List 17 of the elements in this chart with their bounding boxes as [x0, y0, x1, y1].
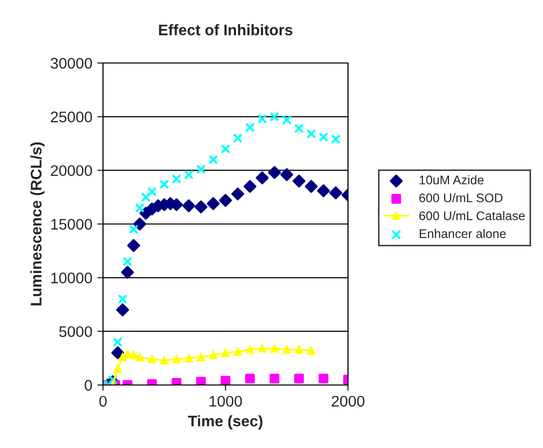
legend-label: 10uM Azide: [420, 175, 484, 184]
legend-label: Enhancer alone: [420, 228, 506, 238]
x-tick-label: 0: [99, 396, 107, 407]
legend-label: 600 U/mL SOD: [419, 193, 502, 202]
y-tick-label: 5000: [59, 326, 92, 338]
y-axis-title: Luminescence (RCL/s): [30, 142, 45, 306]
y-tick-label: 20000: [50, 165, 92, 176]
y-tick-label: 15000: [51, 218, 92, 230]
y-tick-label: 0: [84, 380, 92, 391]
x-axis-title: Time (sec): [188, 415, 262, 430]
y-tick-label: 30000: [50, 58, 92, 69]
y-tick-label: 25000: [50, 112, 92, 122]
legend-label: 600 U/mL Catalase: [419, 211, 525, 220]
x-tick-label: 1000: [210, 396, 242, 407]
y-tick-label: 10000: [51, 272, 92, 284]
chart-title: Effect of Inhibitors: [159, 24, 292, 36]
x-tick-label: 2000: [332, 396, 364, 407]
